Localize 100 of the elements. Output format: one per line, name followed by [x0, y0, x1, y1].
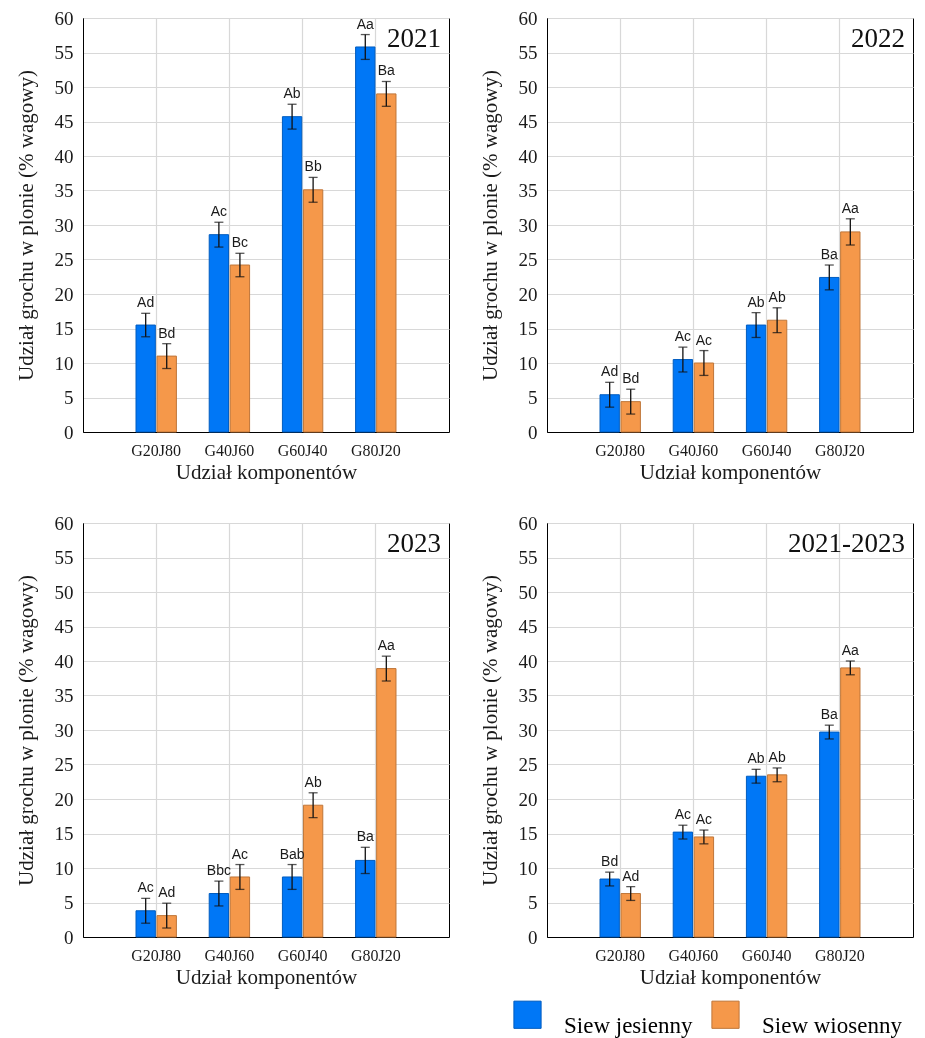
x-tick-label: G80J20 — [814, 441, 865, 459]
data-label: Ad — [158, 884, 176, 901]
y-tick-label: 30 — [518, 719, 538, 741]
x-tick-label: G80J20 — [350, 441, 401, 459]
bar — [302, 804, 324, 938]
x-axis-title: Udział komponentów — [639, 964, 823, 989]
data-label: Aa — [841, 642, 860, 658]
y-tick-label: 0 — [528, 421, 538, 443]
data-label: Aa — [356, 15, 375, 32]
bar — [620, 401, 641, 433]
bar — [281, 876, 303, 938]
bar — [229, 264, 251, 433]
data-label: Ba — [820, 706, 839, 723]
y-tick-label: 0 — [64, 421, 74, 443]
y-tick-label: 55 — [518, 547, 538, 568]
y-tick-label: 40 — [54, 650, 74, 672]
bar — [672, 359, 694, 433]
y-tick-label: 10 — [54, 857, 74, 879]
y-tick-label: 60 — [518, 7, 538, 29]
x-axis-title: Udział komponentów — [175, 964, 359, 989]
x-tick-label: G80J20 — [814, 946, 865, 964]
data-label: Aa — [377, 637, 396, 654]
y-tick-label: 15 — [518, 318, 538, 339]
y-tick-label: 55 — [54, 547, 74, 568]
x-tick-label: G40J60 — [204, 441, 255, 459]
data-label: Ab — [768, 288, 786, 305]
y-tick-label: 35 — [54, 180, 74, 201]
x-tick-label: G20J80 — [595, 946, 646, 964]
x-tick-label: G60J40 — [277, 441, 328, 459]
data-label: Ba — [356, 828, 375, 845]
data-label: Bc — [231, 234, 249, 251]
y-tick-label: 50 — [54, 581, 74, 603]
data-label: Ac — [210, 203, 228, 220]
y-tick-label: 30 — [54, 214, 74, 236]
y-tick-label: 0 — [64, 926, 74, 948]
y-tick-label: 20 — [518, 283, 538, 305]
data-label: Ab — [283, 85, 301, 102]
y-tick-label: 5 — [528, 892, 538, 913]
x-axis-title: Udział komponentów — [175, 459, 359, 484]
bar — [620, 893, 641, 938]
y-tick-label: 25 — [54, 249, 74, 270]
data-label: Bb — [304, 158, 322, 175]
data-label: Ab — [747, 750, 765, 767]
y-axis-title: Udział grochu w plonie (% wagowy) — [13, 575, 38, 886]
bar — [599, 394, 620, 433]
y-tick-label: 50 — [518, 76, 538, 98]
x-tick-label: G60J40 — [741, 441, 792, 459]
y-tick-label: 20 — [54, 788, 74, 810]
y-tick-label: 5 — [64, 387, 74, 408]
data-label: Bbc — [206, 862, 231, 879]
y-tick-label: 10 — [518, 857, 538, 879]
y-tick-label: 40 — [518, 145, 538, 167]
y-tick-label: 25 — [518, 249, 538, 270]
y-tick-label: 5 — [528, 387, 538, 408]
bar — [599, 878, 620, 938]
x-tick-label: G40J60 — [668, 946, 719, 964]
bar — [745, 775, 767, 938]
x-tick-label: G80J20 — [350, 946, 401, 964]
bar — [229, 876, 251, 938]
y-tick-label: 25 — [54, 754, 74, 775]
bar — [819, 731, 840, 938]
y-tick-label: 30 — [518, 214, 538, 236]
y-tick-label: 15 — [518, 823, 538, 844]
chart-title: 2022 — [851, 23, 905, 53]
bar — [156, 915, 177, 938]
bar — [819, 276, 840, 433]
data-label: Ab — [768, 748, 786, 765]
data-label: Ac — [695, 811, 713, 828]
bar — [355, 46, 376, 433]
chart-title: 2023 — [387, 528, 441, 558]
data-label: Ba — [377, 62, 396, 79]
data-label: Ac — [674, 328, 692, 345]
data-label: Ac — [674, 806, 692, 823]
y-tick-label: 35 — [54, 685, 74, 706]
y-tick-label: 20 — [518, 788, 538, 810]
data-label: Bd — [622, 370, 640, 387]
y-tick-label: 55 — [518, 42, 538, 63]
chart-title: 2021-2023 — [788, 528, 905, 558]
bar — [693, 362, 715, 433]
y-tick-label: 0 — [528, 926, 538, 948]
bar — [208, 234, 230, 433]
bar — [672, 831, 694, 938]
bar — [840, 231, 861, 433]
bar — [135, 910, 156, 938]
legend-label: Siew wiosenny — [762, 1012, 903, 1038]
bar — [208, 893, 230, 938]
data-label: Bd — [601, 853, 619, 870]
x-tick-label: G20J80 — [595, 441, 646, 459]
y-tick-label: 10 — [54, 352, 74, 374]
x-tick-label: G20J80 — [131, 946, 182, 964]
data-label: Ac — [231, 845, 249, 862]
data-label: Ac — [695, 331, 713, 348]
x-tick-label: G20J80 — [131, 441, 182, 459]
bar — [840, 667, 861, 938]
data-label: Ad — [622, 867, 640, 884]
data-label: Ad — [601, 363, 619, 380]
data-label: Ba — [820, 246, 839, 263]
y-tick-label: 55 — [54, 42, 74, 63]
y-tick-label: 35 — [518, 180, 538, 201]
y-tick-label: 60 — [518, 512, 538, 534]
